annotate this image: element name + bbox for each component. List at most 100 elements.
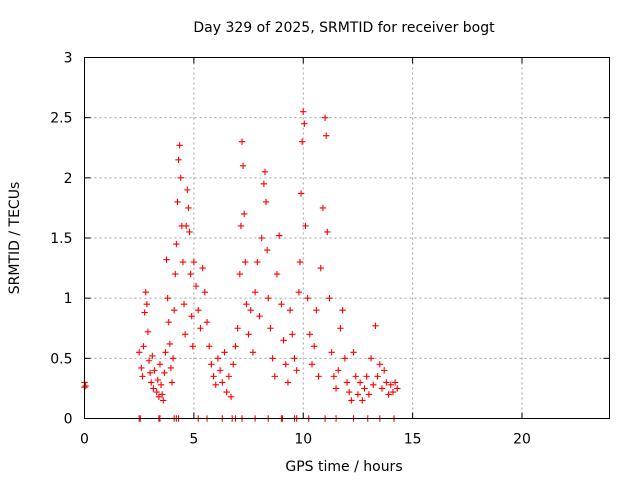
data-point [242, 258, 249, 266]
data-point [163, 256, 170, 263]
data-point [142, 288, 149, 296]
data-point [280, 337, 287, 344]
data-point [143, 300, 151, 308]
data-point [247, 307, 254, 314]
data-point [324, 228, 331, 236]
data-point [179, 258, 187, 266]
data-point [150, 385, 157, 392]
data-point [168, 379, 176, 386]
data-point [332, 385, 340, 392]
data-point [301, 120, 308, 127]
data-point [169, 355, 177, 362]
data-point [319, 204, 327, 212]
data-point [282, 361, 289, 368]
data-point [138, 364, 145, 372]
x-axis-label: GPS time / hours [285, 459, 402, 475]
data-point [158, 391, 166, 398]
data-point [383, 379, 390, 386]
data-point [335, 367, 342, 374]
data-point [251, 288, 259, 296]
data-point [297, 190, 305, 197]
data-point [173, 240, 180, 248]
data-point [225, 373, 233, 380]
data-point [82, 382, 89, 390]
y-axis-label: SRMTID / TECUs [7, 182, 23, 295]
data-point [363, 373, 370, 380]
data-point [221, 349, 228, 356]
data-point [186, 228, 193, 236]
data-point [391, 379, 399, 386]
data-point [237, 222, 245, 230]
data-point [230, 361, 237, 368]
data-point [184, 186, 191, 194]
data-point [359, 397, 366, 404]
data-point [180, 300, 188, 308]
data-point [185, 204, 192, 212]
data-point [145, 357, 153, 364]
data-point [273, 270, 281, 278]
data-point [144, 328, 152, 336]
data-point [183, 222, 190, 230]
data-point [177, 174, 184, 182]
data-point [181, 331, 189, 338]
data-point [361, 385, 368, 392]
data-point [356, 379, 364, 386]
data-point [175, 156, 182, 163]
data-point [162, 349, 169, 356]
x-tick-label: 0 [80, 432, 89, 448]
data-point [262, 198, 270, 206]
data-point [295, 288, 303, 296]
data-point [296, 258, 304, 266]
data-point [258, 234, 265, 242]
data-point [227, 393, 235, 401]
data-point [239, 162, 247, 169]
data-point [146, 369, 154, 376]
data-point [148, 379, 155, 386]
data-point [243, 300, 250, 308]
data-point [160, 397, 167, 404]
y-tick-label: 0 [64, 412, 73, 428]
data-point [286, 307, 294, 314]
data-point [298, 138, 306, 145]
data-point [306, 331, 314, 338]
data-point [154, 376, 161, 384]
data-point [164, 294, 171, 302]
data-point [323, 132, 330, 139]
data-point [352, 373, 359, 380]
data-point [232, 343, 239, 350]
data-point [187, 270, 194, 278]
data-point [308, 361, 316, 368]
data-point [216, 367, 224, 374]
data-point [205, 343, 213, 350]
data-point [315, 373, 322, 380]
data-point [341, 355, 349, 362]
data-point [293, 367, 300, 374]
data-point [236, 270, 244, 278]
data-point [269, 355, 276, 362]
data-point [302, 222, 309, 230]
data-point [374, 373, 381, 380]
data-point [317, 264, 324, 272]
data-point [326, 294, 333, 302]
data-point [199, 264, 206, 272]
data-point [188, 313, 195, 320]
y-tick-label: 0.5 [50, 351, 72, 367]
data-point [261, 168, 269, 176]
data-point [380, 367, 388, 374]
data-point [354, 391, 362, 398]
y-tick-label: 3 [64, 51, 73, 67]
data-point [245, 331, 252, 338]
data-point [372, 322, 379, 330]
data-point [313, 307, 320, 314]
chart-title: Day 329 of 2025, SRMTID for receiver bog… [193, 20, 495, 36]
data-point [300, 108, 307, 115]
y-tick-label: 1.5 [50, 231, 72, 247]
data-point [165, 319, 172, 326]
data-point [192, 282, 200, 290]
data-point [212, 381, 219, 389]
data-point [254, 258, 261, 266]
data-point [376, 361, 384, 368]
data-point [214, 355, 222, 362]
data-points [81, 108, 401, 422]
